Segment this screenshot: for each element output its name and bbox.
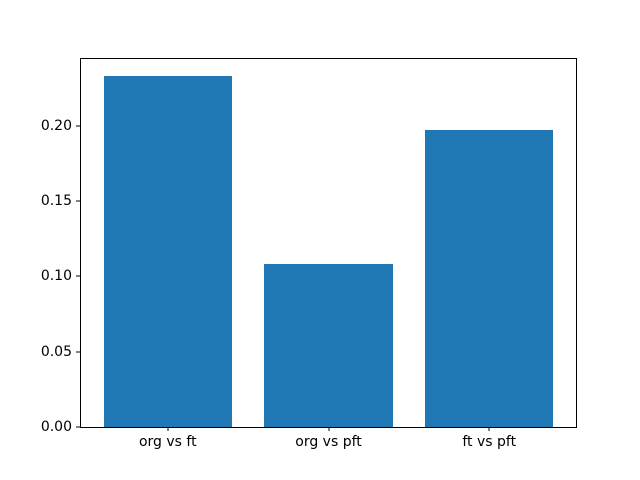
x-tick-label: org vs pft bbox=[295, 434, 362, 450]
y-tick-label: 0.10 bbox=[40, 268, 72, 285]
bar-org-vs-pft bbox=[264, 264, 393, 427]
y-tick-mark bbox=[76, 125, 80, 127]
y-tick-label: 0.05 bbox=[40, 343, 72, 360]
x-tick-mark bbox=[488, 427, 490, 431]
bar-org-vs-ft bbox=[103, 76, 233, 427]
y-tick-label: 0.20 bbox=[40, 117, 72, 134]
x-tick-label: ft vs pft bbox=[462, 434, 517, 450]
y-tick-label: 0.15 bbox=[40, 193, 72, 210]
y-tick-mark bbox=[76, 426, 80, 428]
x-tick-mark bbox=[167, 427, 169, 431]
plot-area: org vs ft org vs pft ft vs pft 0.00 0.05 0.10… bbox=[41, 58, 577, 449]
x-tick-label: org vs ft bbox=[138, 434, 197, 450]
y-tick-label: 0.00 bbox=[40, 419, 72, 435]
bar-ft-vs-pft bbox=[424, 130, 554, 427]
y-tick-mark bbox=[76, 200, 80, 202]
y-tick-mark bbox=[76, 275, 80, 277]
x-tick-mark bbox=[328, 427, 329, 431]
y-tick-mark bbox=[76, 351, 80, 353]
